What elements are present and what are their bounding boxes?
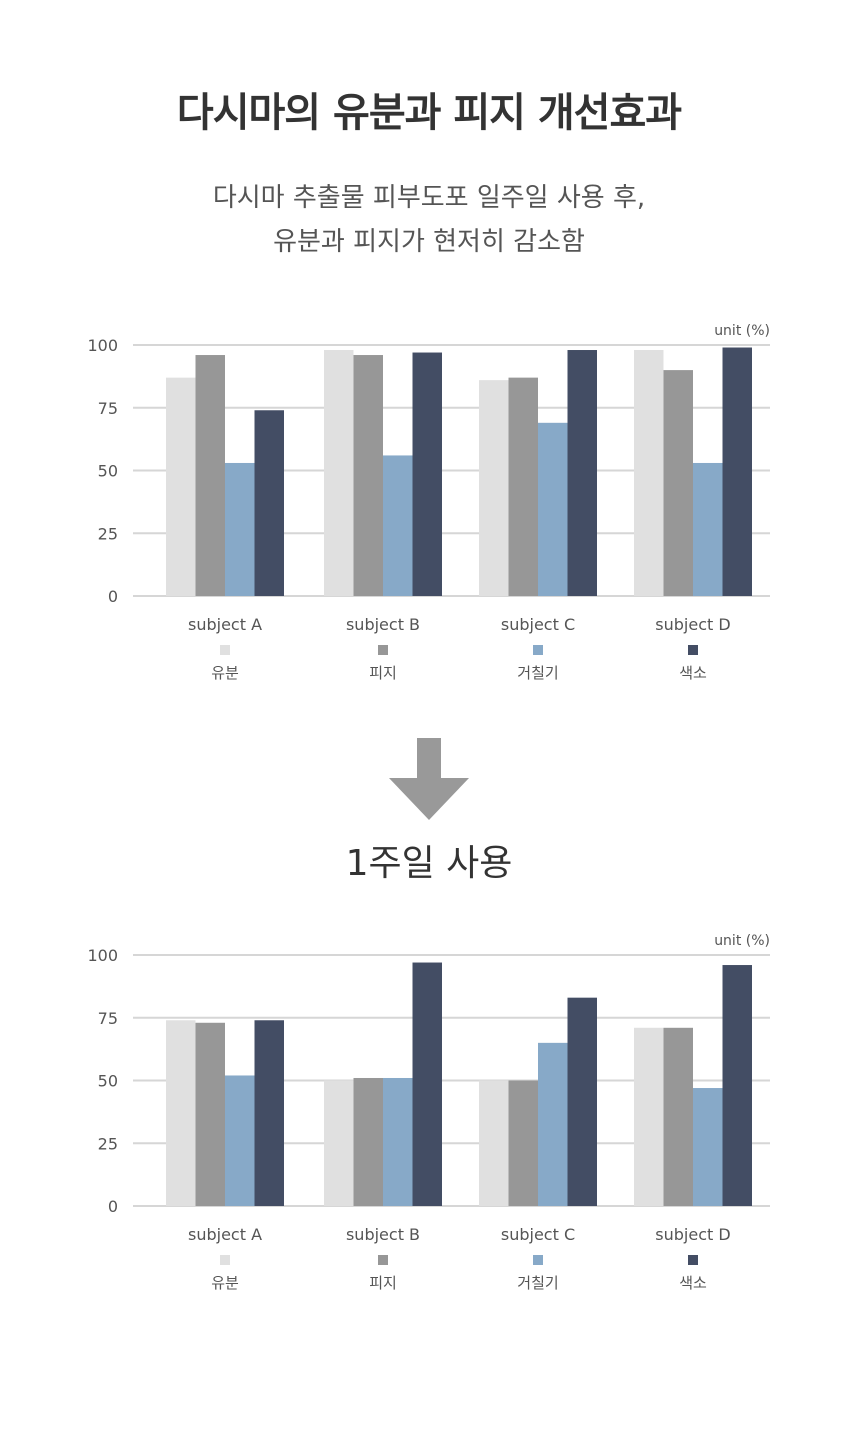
- y-tick-label: 50: [98, 462, 118, 481]
- legend-swatch: [378, 1255, 388, 1265]
- bar: [508, 377, 538, 596]
- x-tick-label: subject B: [346, 1225, 420, 1244]
- chart-before-svg: unit (%) 0 25 50 75 100 subject A subject B subj…: [87, 323, 770, 682]
- bar: [254, 1020, 284, 1206]
- x-tick-label: subject B: [346, 615, 420, 634]
- bar: [412, 352, 442, 596]
- bar: [722, 965, 752, 1206]
- bar: [412, 962, 442, 1206]
- legend-swatch: [688, 1255, 698, 1265]
- bar: [538, 422, 568, 596]
- legend-label: 피지: [369, 664, 397, 682]
- page-title: 다시마의 유분과 피지 개선효과: [176, 90, 682, 136]
- bar: [663, 370, 693, 596]
- legend-label: 거칠기: [517, 664, 558, 682]
- bar: [195, 355, 225, 596]
- y-tick-label: 100: [87, 946, 118, 965]
- bar: [479, 380, 509, 596]
- bar: [538, 1042, 568, 1206]
- bar: [634, 350, 664, 596]
- subtitle-line: 다시마 추출물 피부도포 일주일 사용 후,: [212, 183, 646, 213]
- y-tick-label: 0: [108, 587, 118, 606]
- legend-swatch: [533, 645, 543, 655]
- bar: [693, 462, 723, 596]
- legend-label: 피지: [369, 1274, 397, 1292]
- bar: [634, 1027, 664, 1206]
- x-tick-label: subject D: [655, 1225, 730, 1244]
- legend-label: 유분: [211, 1274, 239, 1292]
- chart-after-svg: unit (%) 0 25 50 75 100 subject A subject B subj…: [87, 933, 770, 1292]
- y-tick-label: 25: [98, 1134, 118, 1153]
- bar: [567, 350, 597, 596]
- chart-after: unit (%) 0 25 50 75 100 subject A subject B subj…: [0, 930, 858, 1310]
- legend-swatch: [533, 1255, 543, 1265]
- x-tick-label: subject C: [501, 1225, 575, 1244]
- subtitle-line: 유분과 피지가 현저히 감소함: [273, 227, 585, 257]
- y-tick-label: 50: [98, 1072, 118, 1091]
- bar: [166, 377, 196, 596]
- legend-swatch: [220, 1255, 230, 1265]
- bar: [225, 1075, 255, 1206]
- y-tick-label: 75: [98, 1009, 118, 1028]
- y-tick-label: 75: [98, 399, 118, 418]
- x-tick-label: subject C: [501, 615, 575, 634]
- y-tick-label: 0: [108, 1197, 118, 1216]
- x-tick-label: subject D: [655, 615, 730, 634]
- bar: [722, 347, 752, 596]
- legend-swatch: [688, 645, 698, 655]
- unit-label: unit (%): [714, 933, 770, 949]
- legend-label: 유분: [211, 664, 239, 682]
- legend-label: 색소: [679, 1274, 707, 1292]
- bar: [479, 1080, 509, 1206]
- arrow-down-icon: [389, 738, 469, 826]
- page-subtitle: 다시마 추출물 피부도포 일주일 사용 후, 유분과 피지가 현저히 감소함: [0, 176, 858, 264]
- bar: [693, 1088, 723, 1206]
- x-tick-label: subject A: [188, 1225, 262, 1244]
- bar: [324, 350, 354, 596]
- bar: [508, 1080, 538, 1206]
- legend-swatch: [220, 645, 230, 655]
- bar: [383, 455, 413, 596]
- bar: [663, 1027, 693, 1206]
- legend-swatch: [378, 645, 388, 655]
- x-tick-label: subject A: [188, 615, 262, 634]
- bar: [166, 1020, 196, 1206]
- after-label: 1주일 사용: [345, 843, 513, 884]
- bar: [195, 1022, 225, 1206]
- bar: [324, 1080, 354, 1206]
- legend-label: 거칠기: [517, 1274, 558, 1292]
- bar: [353, 1077, 383, 1206]
- bar: [383, 1077, 413, 1206]
- y-tick-label: 100: [87, 336, 118, 355]
- bar: [254, 410, 284, 596]
- bar: [567, 997, 597, 1206]
- bar: [225, 462, 255, 596]
- unit-label: unit (%): [714, 323, 770, 339]
- y-tick-label: 25: [98, 524, 118, 543]
- chart-before: unit (%) 0 25 50 75 100 subject A subject B subj…: [0, 320, 858, 700]
- bar: [353, 355, 383, 596]
- legend-label: 색소: [679, 664, 707, 682]
